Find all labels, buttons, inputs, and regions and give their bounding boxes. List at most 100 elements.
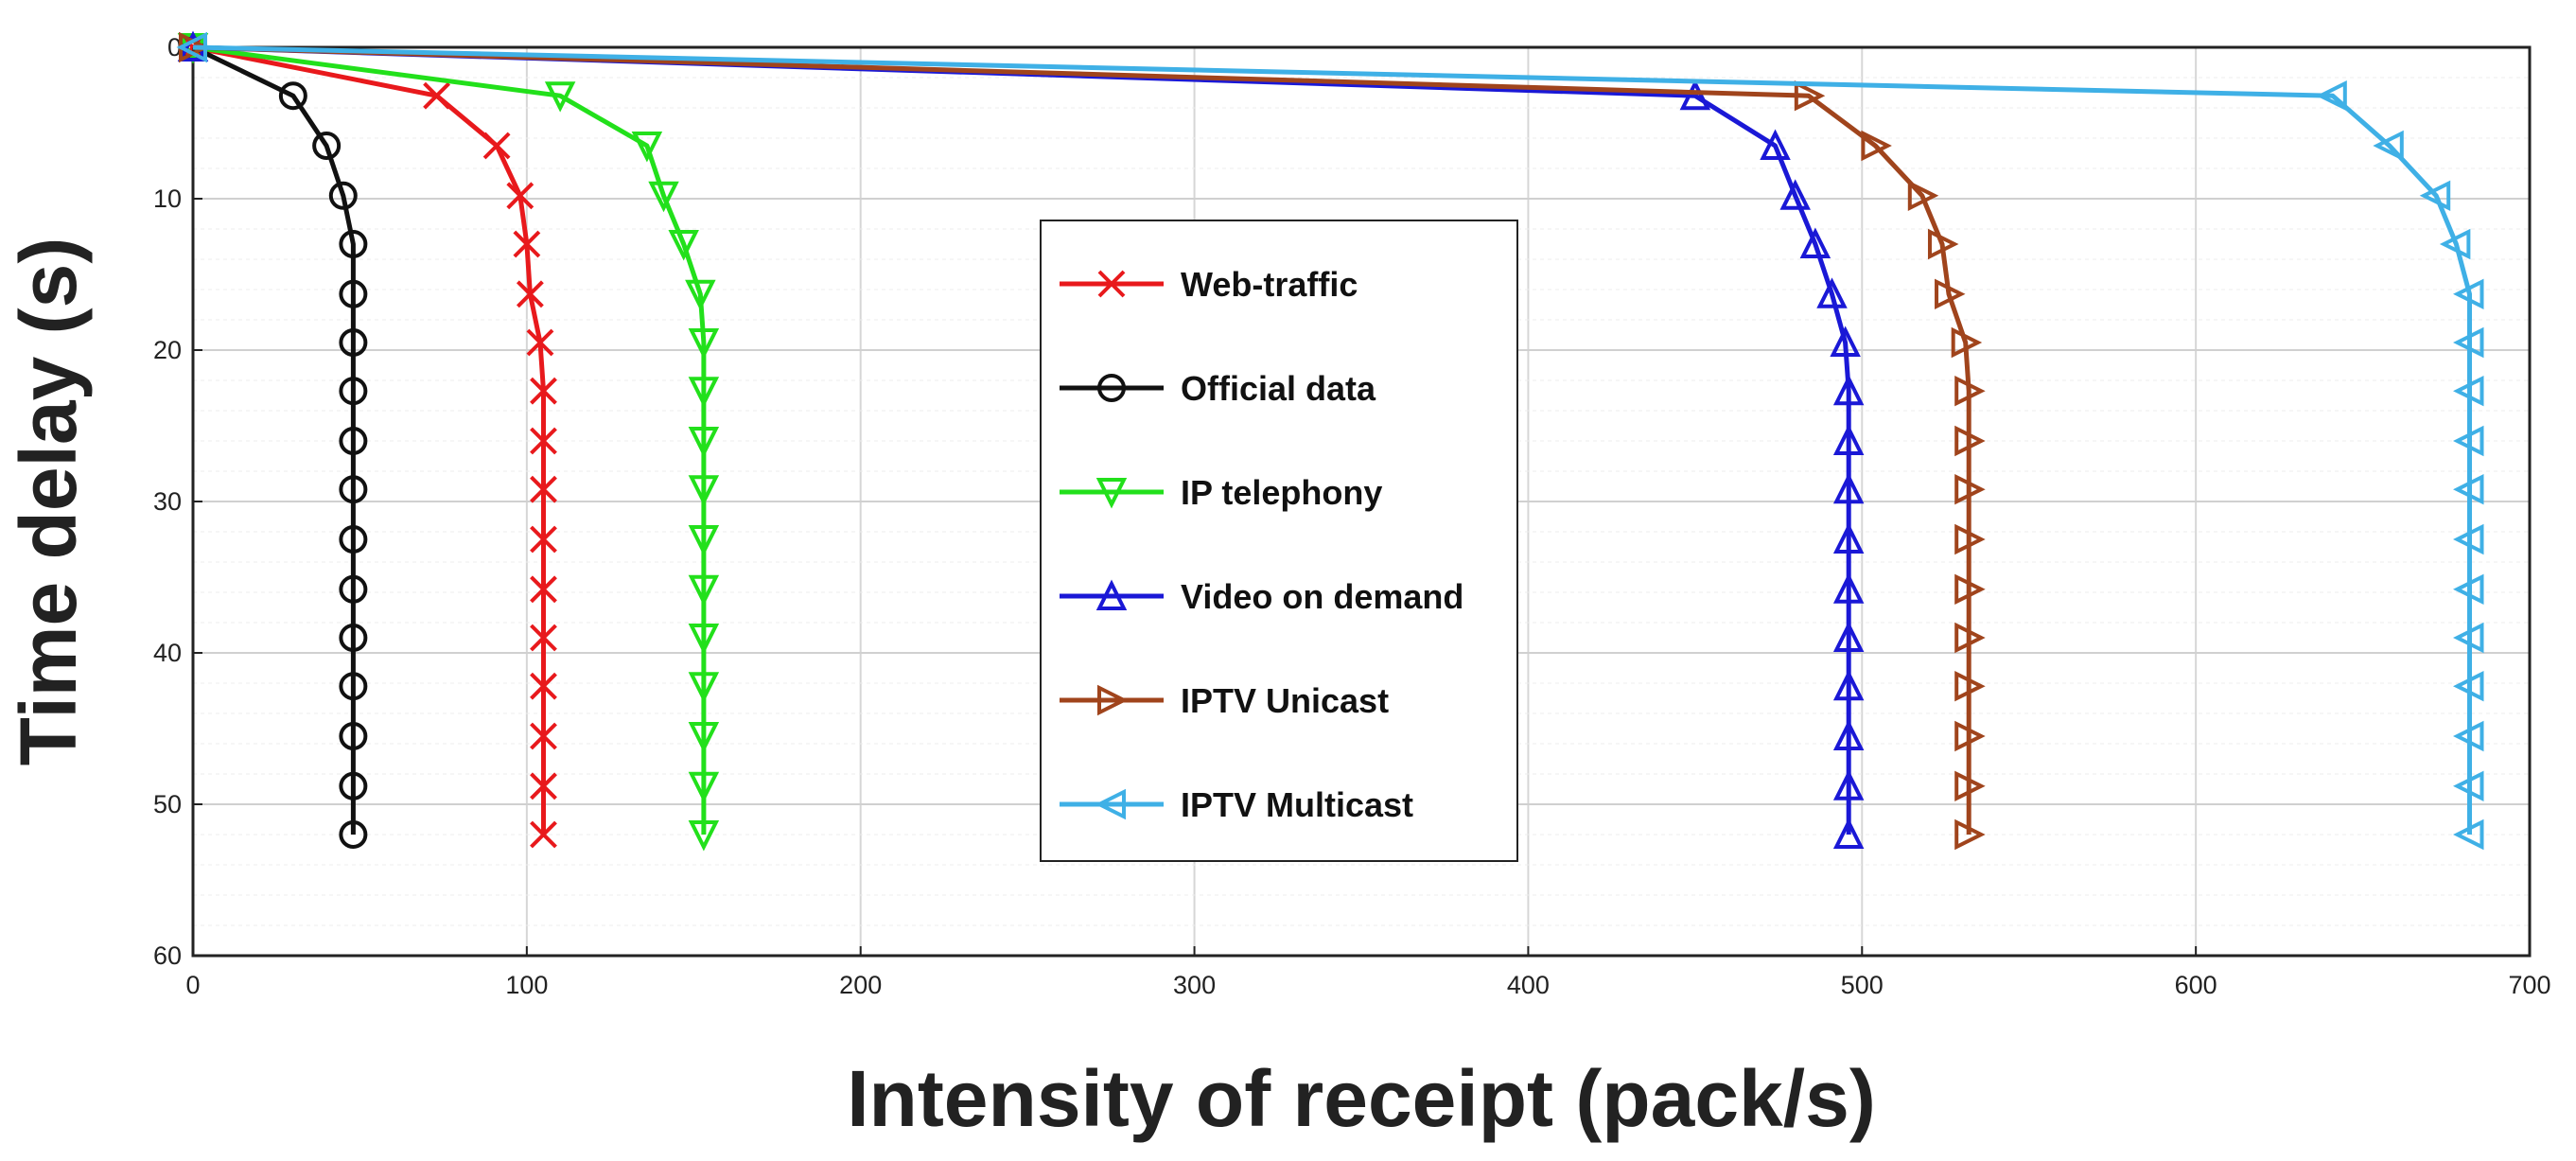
data-point-web-traffic — [526, 328, 554, 357]
data-point-iptv-multicast — [2453, 278, 2484, 310]
data-point-iptv-unicast — [1954, 818, 1986, 851]
y-tick-label: 10 — [153, 185, 182, 213]
data-point-official-data — [339, 574, 368, 604]
y-tick-label: 40 — [153, 639, 182, 667]
data-point-web-traffic — [513, 230, 541, 258]
data-point-ip-telephony — [688, 328, 720, 360]
data-point-iptv-unicast — [1927, 228, 1959, 260]
series-layer — [176, 30, 2484, 852]
legend-label-official-data: Official data — [1181, 369, 1376, 408]
data-point-iptv-multicast — [2316, 79, 2347, 112]
axis-ticks: 0 100 200 300 400 500 600 700 0 10 20 30 40 50 60 — [153, 33, 2551, 999]
data-point-iptv-unicast — [1954, 770, 1986, 802]
data-point-ip-telephony — [688, 771, 720, 803]
legend-marker-iptv-multicast — [1095, 788, 1126, 820]
data-point-ip-telephony — [631, 132, 663, 163]
data-point-official-data — [339, 328, 368, 357]
series-line-iptv-multicast — [192, 44, 2472, 835]
data-point-iptv-multicast — [176, 31, 207, 63]
data-point-iptv-multicast — [2439, 228, 2471, 260]
legend-label-iptv-multicast: IPTV Multicast — [1181, 785, 1413, 824]
y-tick-label: 20 — [153, 336, 182, 364]
data-point-ip-telephony — [648, 181, 679, 213]
legend-marker-video-on-demand — [1095, 579, 1128, 610]
legend-marker-iptv-unicast — [1097, 684, 1129, 716]
legend-box — [1040, 220, 1518, 862]
series-iptv-multicast — [176, 31, 2484, 851]
data-point-ip-telephony — [688, 820, 720, 852]
legend-label-web-traffic: Web-traffic — [1181, 265, 1358, 304]
x-tick-label: 600 — [2175, 971, 2217, 999]
data-point-official-data — [339, 771, 368, 800]
data-point-iptv-unicast — [1954, 473, 1986, 505]
series-ip-telephony — [177, 33, 720, 852]
data-point-iptv-unicast — [1954, 720, 1986, 752]
y-axis-label: Time delay (s) — [4, 237, 93, 766]
data-point-iptv-multicast — [2453, 622, 2484, 654]
x-tick-label: 100 — [505, 971, 548, 999]
series-line-ip-telephony — [192, 44, 707, 835]
data-point-iptv-multicast — [2453, 818, 2484, 851]
data-point-video-on-demand — [1832, 522, 1865, 554]
x-tick-label: 700 — [2508, 971, 2550, 999]
data-point-official-data — [339, 377, 368, 406]
data-point-video-on-demand — [1832, 669, 1865, 701]
data-point-ip-telephony — [688, 672, 720, 703]
data-point-official-data — [278, 81, 307, 111]
data-point-official-data — [339, 230, 368, 258]
x-tick-label: 0 — [185, 971, 200, 999]
data-point-iptv-multicast — [2453, 425, 2484, 457]
data-point-official-data — [339, 475, 368, 504]
data-point-official-data — [339, 722, 368, 750]
data-point-video-on-demand — [1679, 79, 1711, 111]
data-point-web-traffic — [423, 81, 451, 110]
data-point-official-data — [339, 279, 368, 308]
data-point-web-traffic — [530, 575, 557, 604]
series-line-official-data — [191, 44, 356, 835]
data-point-iptv-multicast — [2373, 130, 2404, 162]
data-point-video-on-demand — [1832, 719, 1865, 750]
data-point-iptv-unicast — [1954, 375, 1986, 407]
data-point-iptv-unicast — [1861, 130, 1892, 162]
data-point-iptv-unicast — [1954, 670, 1986, 702]
data-point-iptv-unicast — [1794, 79, 1826, 112]
data-point-iptv-unicast — [1954, 622, 1986, 654]
data-point-web-traffic — [530, 624, 557, 652]
x-tick-label: 300 — [1173, 971, 1216, 999]
data-point-video-on-demand — [1830, 325, 1861, 357]
data-point-web-traffic — [530, 820, 557, 849]
series-official-data — [179, 33, 368, 849]
data-point-ip-telephony — [688, 574, 720, 607]
legend-marker-ip-telephony — [1095, 478, 1128, 509]
data-point-video-on-demand — [1832, 621, 1865, 652]
data-point-video-on-demand — [1832, 374, 1865, 406]
data-point-iptv-multicast — [2453, 770, 2484, 802]
series-web-traffic — [179, 33, 557, 849]
y-tick-label: 0 — [167, 33, 182, 62]
data-point-video-on-demand — [1832, 424, 1865, 455]
data-point-official-data — [312, 132, 342, 160]
data-point-iptv-unicast — [1954, 573, 1986, 606]
data-point-web-traffic — [516, 280, 544, 308]
x-axis-label: Intensity of receipt (pack/s) — [847, 1054, 1876, 1143]
data-point-video-on-demand — [1832, 818, 1865, 849]
legend-marker-official-data — [1097, 374, 1126, 402]
data-point-iptv-multicast — [2453, 375, 2484, 407]
data-point-official-data — [339, 820, 368, 849]
legend-item-iptv-unicast: IPTV Unicast — [1060, 681, 1389, 720]
legend-label-iptv-unicast: IPTV Unicast — [1181, 681, 1389, 720]
data-point-iptv-multicast — [2419, 180, 2451, 212]
data-point-video-on-demand — [1832, 769, 1865, 800]
data-point-iptv-multicast — [2453, 670, 2484, 702]
data-point-iptv-multicast — [2453, 573, 2484, 606]
data-point-official-data — [339, 525, 368, 554]
data-point-iptv-multicast — [2453, 326, 2484, 359]
data-point-ip-telephony — [688, 624, 720, 655]
data-point-web-traffic — [506, 182, 534, 210]
data-point-ip-telephony — [688, 525, 720, 556]
data-point-web-traffic — [530, 377, 557, 405]
series-video-on-demand — [177, 30, 1865, 849]
data-point-iptv-unicast — [1935, 278, 1966, 310]
y-tick-label: 50 — [153, 790, 182, 818]
data-point-video-on-demand — [1832, 472, 1865, 504]
